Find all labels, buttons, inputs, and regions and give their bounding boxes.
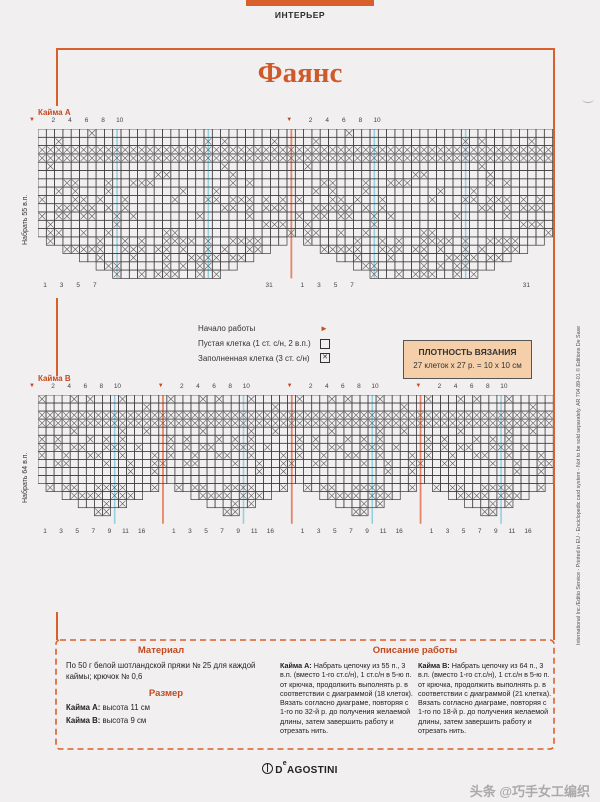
svg-text:International Inc./Editio Serv: International Inc./Editio Service - Prin… xyxy=(575,326,582,645)
